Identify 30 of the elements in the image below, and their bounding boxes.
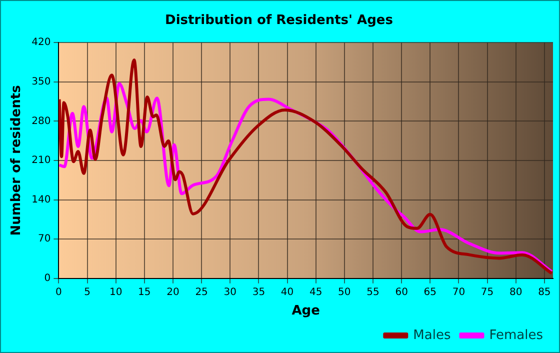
y-tick-label: 70 <box>38 234 51 245</box>
x-tick-label: 10 <box>109 286 122 298</box>
x-tick-label: 0 <box>56 286 62 298</box>
y-tick-label: 140 <box>32 194 51 206</box>
legend-label: Females <box>489 328 544 343</box>
y-tick-label: 0 <box>44 272 51 284</box>
x-tick-label: 20 <box>166 286 180 298</box>
x-tick-label: 40 <box>280 286 294 298</box>
y-axis-title: Number of residents <box>9 84 24 236</box>
legend-label: Males <box>413 328 451 343</box>
x-tick-label: 15 <box>138 286 151 298</box>
y-tick-label: 420 <box>32 37 51 48</box>
x-tick-label: 25 <box>195 286 208 298</box>
x-tick-label: 50 <box>338 286 351 298</box>
y-tick-label: 210 <box>32 155 51 166</box>
x-tick-label: 30 <box>224 286 236 298</box>
x-tick-label: 60 <box>395 286 408 298</box>
x-tick-label: 55 <box>366 286 380 298</box>
x-tick-label: 5 <box>84 286 90 298</box>
x-tick-label: 35 <box>252 286 266 298</box>
x-tick-label: 65 <box>424 286 437 298</box>
x-tick-label: 70 <box>452 286 466 298</box>
x-axis-title: Age <box>292 304 320 319</box>
x-tick-label: 85 <box>538 286 551 298</box>
y-tick-label: 350 <box>32 76 51 88</box>
x-tick-label: 75 <box>480 286 494 298</box>
chart-title: Distribution of Residents' Ages <box>165 13 394 28</box>
x-tick-label: 80 <box>509 286 522 298</box>
y-tick-label: 280 <box>32 116 51 127</box>
x-tick-label: 45 <box>309 286 322 298</box>
